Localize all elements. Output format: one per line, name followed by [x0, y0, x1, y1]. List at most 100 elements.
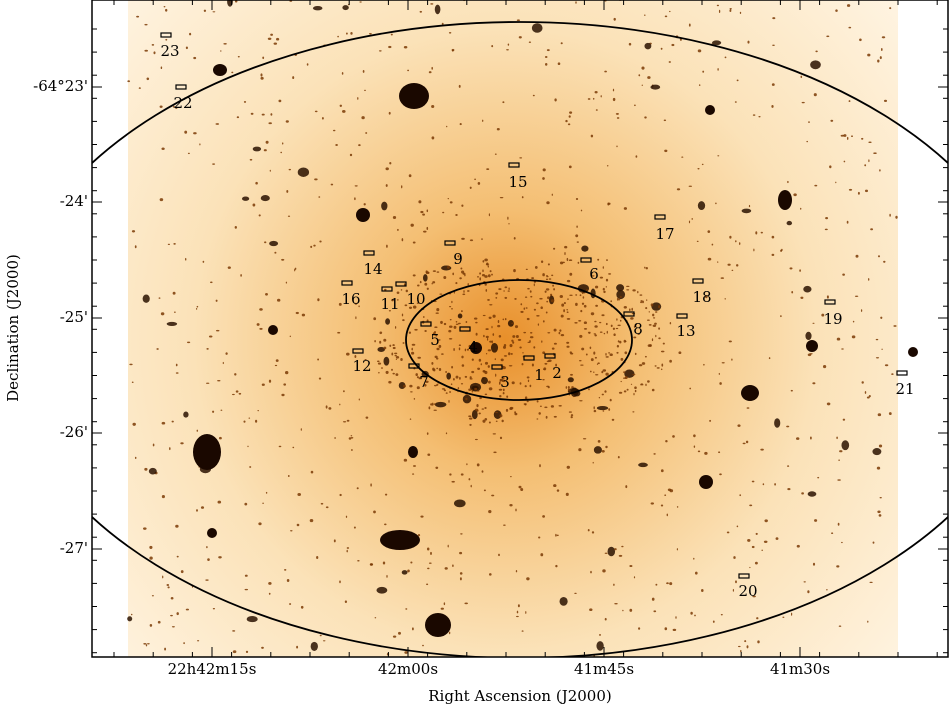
source — [787, 180, 789, 184]
source — [464, 273, 466, 277]
slit — [523, 355, 535, 361]
source — [318, 196, 321, 198]
source — [465, 321, 468, 323]
source — [358, 398, 360, 401]
source — [410, 223, 414, 227]
source — [482, 269, 484, 273]
source — [467, 282, 469, 286]
source — [624, 351, 628, 355]
source — [648, 311, 650, 313]
source — [356, 487, 359, 490]
source — [170, 614, 173, 617]
source — [758, 116, 761, 118]
source — [872, 541, 875, 544]
source — [602, 266, 604, 269]
source — [161, 495, 165, 499]
source — [499, 196, 504, 199]
slit — [896, 370, 908, 376]
source — [471, 370, 475, 374]
source — [389, 161, 392, 165]
source — [487, 274, 491, 278]
source — [361, 116, 365, 120]
source — [528, 41, 532, 43]
source — [550, 405, 555, 408]
source — [131, 381, 134, 383]
source — [688, 23, 691, 27]
source — [294, 268, 296, 272]
source — [475, 321, 478, 324]
source — [166, 321, 178, 326]
source — [616, 297, 619, 301]
source — [533, 346, 536, 349]
source — [619, 296, 622, 298]
source — [431, 402, 434, 406]
source — [666, 582, 669, 585]
source — [373, 510, 376, 514]
source — [464, 375, 468, 378]
source — [186, 341, 191, 344]
source — [212, 163, 216, 165]
source — [428, 562, 432, 564]
source — [507, 43, 510, 46]
source — [453, 347, 455, 352]
source — [701, 163, 704, 166]
source — [540, 553, 544, 557]
source — [868, 278, 870, 281]
source — [568, 115, 571, 118]
source — [841, 440, 850, 451]
source — [546, 201, 550, 205]
source — [412, 473, 415, 475]
source — [394, 354, 397, 357]
galaxy — [699, 475, 713, 489]
source — [296, 523, 300, 527]
source — [458, 347, 461, 351]
slit-label: 2 — [552, 364, 562, 382]
source — [434, 401, 447, 408]
source — [717, 155, 720, 157]
source — [645, 307, 648, 310]
source — [551, 193, 553, 196]
source — [559, 261, 564, 265]
source — [376, 360, 380, 363]
source — [481, 274, 486, 277]
source — [422, 274, 428, 282]
source — [469, 423, 472, 426]
source — [379, 340, 382, 344]
source — [344, 600, 348, 603]
source — [488, 510, 492, 514]
source — [157, 620, 161, 624]
source — [608, 352, 611, 354]
source — [567, 386, 570, 389]
source — [814, 519, 818, 522]
source — [285, 281, 288, 284]
source — [489, 304, 493, 306]
source — [492, 333, 495, 337]
slit — [508, 162, 520, 168]
source — [452, 272, 455, 276]
source — [379, 331, 383, 335]
source — [134, 456, 137, 460]
source — [575, 234, 579, 238]
source — [504, 286, 508, 289]
galaxy — [193, 434, 221, 470]
source — [735, 240, 737, 243]
frame — [91, 0, 949, 658]
source — [471, 409, 478, 420]
source — [170, 596, 174, 600]
source — [306, 63, 309, 66]
slit — [420, 321, 432, 327]
source — [357, 96, 359, 100]
source — [495, 297, 498, 299]
source — [580, 309, 583, 313]
slit-label: 17 — [655, 225, 674, 243]
source — [149, 545, 153, 549]
source — [350, 435, 353, 437]
source — [431, 105, 435, 108]
source — [508, 365, 513, 367]
source — [499, 395, 502, 398]
source — [273, 42, 278, 45]
source — [132, 422, 136, 426]
source — [660, 368, 663, 371]
source — [604, 552, 608, 554]
source — [653, 317, 656, 319]
